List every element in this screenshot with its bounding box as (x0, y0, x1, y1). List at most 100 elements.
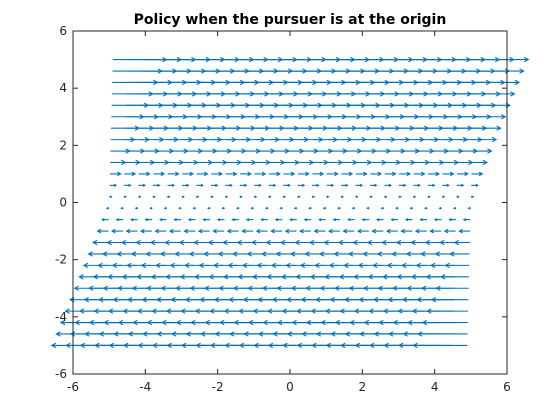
quiver-arrow (458, 228, 471, 234)
quiver-arrow (235, 206, 240, 210)
quiver-arrow (139, 159, 156, 166)
quiver-arrow (390, 218, 399, 222)
quiver-arrow (207, 239, 224, 246)
quiver-arrow (260, 218, 268, 222)
quiver-arrow (253, 195, 258, 199)
quiver-arrow (283, 171, 296, 177)
quiver-arrow (427, 195, 431, 199)
quiver-arrow (312, 183, 320, 187)
quiver-arrow (91, 239, 109, 246)
quiver-arrow (221, 206, 225, 210)
quiver-arrow (254, 159, 272, 166)
x-tick-label: -6 (67, 380, 79, 394)
quiver-arrow (438, 206, 442, 210)
quiver-arrow (120, 239, 138, 246)
quiver-arrow (471, 183, 479, 187)
quiver-arrow (210, 195, 214, 199)
quiver-arrow (196, 159, 214, 166)
quiver-arrow (326, 183, 335, 187)
quiver-arrow (413, 183, 421, 187)
quiver-arrow (297, 171, 310, 177)
quiver-arrow (457, 159, 474, 166)
quiver-arrow (312, 171, 325, 177)
quiver-arrow (380, 206, 384, 210)
quiver-arrow (470, 195, 475, 199)
quiver-arrow (449, 251, 470, 257)
quiver-arrow (274, 218, 283, 222)
quiver-arrow (109, 183, 118, 187)
quiver-arrow (270, 228, 283, 234)
quiver-arrow (168, 228, 181, 234)
quiver-arrow (347, 218, 355, 222)
x-axis: -6 -4 -2 0 2 4 6 (67, 31, 511, 394)
quiver-arrow (442, 159, 460, 166)
quiver-arrow (311, 195, 316, 199)
quiver-arrow (152, 195, 157, 199)
quiver-arrow (153, 171, 166, 177)
quiver-arrow (268, 183, 277, 187)
quiver-arrow (239, 183, 248, 187)
quiver-arrow (399, 171, 412, 177)
quiver-arrow (134, 206, 138, 210)
quiver-arrow (265, 239, 282, 246)
quiver-arrow (111, 228, 123, 234)
quiver-arrow (426, 308, 469, 314)
quiver-arrow (144, 218, 153, 222)
quiver-arrow (240, 171, 252, 177)
quiver-arrow (178, 206, 182, 210)
quiver-arrow (398, 195, 402, 199)
quiver-arrow (279, 206, 283, 210)
quiver-arrow (110, 159, 127, 166)
quiver-arrow (439, 239, 456, 246)
quiver-arrow (211, 159, 228, 166)
quiver-arrow (308, 239, 326, 246)
quiver-arrow (153, 159, 170, 166)
quiver-arrow (332, 218, 341, 222)
quiver-arrow (225, 171, 238, 177)
quiver-arrow (109, 195, 113, 199)
quiver-arrow (196, 171, 209, 177)
y-tick-label: -4 (55, 310, 67, 324)
quiver-arrow (384, 183, 393, 187)
quiver-arrow (424, 239, 441, 246)
quiver-arrow (138, 171, 151, 177)
quiver-arrow (269, 171, 281, 177)
quiver-arrow (473, 79, 521, 86)
quiver-arrow (341, 171, 354, 177)
quiver-arrow (444, 262, 470, 269)
quiver-arrow (326, 195, 330, 199)
quiver-arrow (109, 171, 122, 177)
y-tick-label: 0 (59, 196, 67, 210)
y-tick-label: -6 (55, 367, 67, 381)
quiver-arrow (399, 159, 416, 166)
quiver-arrow (299, 228, 311, 234)
quiver-arrow (452, 206, 457, 210)
chart-title: Policy when the pursuer is at the origin (134, 12, 447, 28)
quiver-arrow (138, 183, 147, 187)
quiver-arrow (416, 331, 468, 337)
quiver-arrow (472, 125, 502, 131)
quiver-arrow (456, 183, 465, 187)
quiver-arrow (428, 171, 441, 177)
quiver-arrow (376, 218, 384, 222)
quiver-arrow (433, 218, 442, 222)
quiver-arrow (181, 195, 185, 199)
quiver-arrow (337, 239, 355, 246)
x-tick-label: 6 (503, 380, 511, 394)
quiver-arrow (404, 218, 413, 222)
quiver-arrow (398, 183, 407, 187)
quiver-arrow (443, 228, 456, 234)
quiver-arrow (105, 206, 110, 210)
quiver-arrow (474, 56, 530, 63)
quiver-arrow (328, 228, 340, 234)
x-tick-label: -2 (212, 380, 224, 394)
quiver-arrow (400, 228, 413, 234)
quiver-arrow (264, 206, 269, 210)
quiver-arrow (167, 195, 171, 199)
quiver-arrow (473, 91, 516, 97)
quiver-arrow (254, 183, 262, 187)
quiver-arrow (355, 183, 364, 187)
quiver-arrow (163, 206, 167, 210)
quiver-arrow (351, 206, 355, 210)
